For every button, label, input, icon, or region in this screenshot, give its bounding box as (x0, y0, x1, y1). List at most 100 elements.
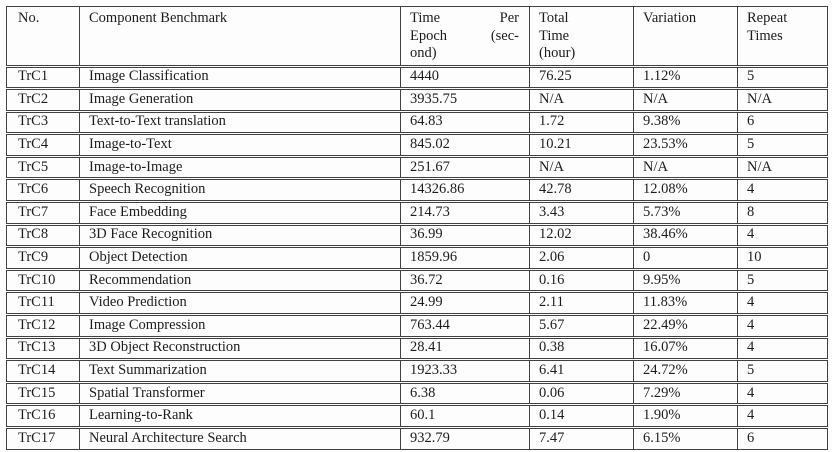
cell-variation: 9.95% (633, 269, 737, 292)
cell-variation: 6.15% (633, 428, 737, 450)
cell-variation: 1.90% (633, 405, 737, 427)
cell-no: TrC10 (6, 269, 79, 292)
cell-time-per-epoch: 251.67 (400, 156, 529, 179)
cell-no: TrC14 (6, 360, 79, 382)
cell-no: TrC7 (6, 202, 79, 224)
cell-repeat-times: N/A (737, 156, 828, 179)
cell-repeat-times: 5 (737, 134, 828, 156)
column-header-variation: Variation (633, 6, 737, 66)
cell-variation: 5.73% (633, 202, 737, 224)
cell-no: TrC9 (6, 247, 79, 269)
cell-no: TrC1 (6, 66, 79, 89)
cell-component: Face Embedding (79, 202, 400, 224)
cell-component: Image Compression (79, 315, 400, 337)
cell-variation: 0 (633, 247, 737, 269)
cell-repeat-times: 4 (737, 224, 828, 247)
cell-no: TrC17 (6, 428, 79, 450)
cell-variation: 9.38% (633, 111, 737, 134)
cell-time-per-epoch: 845.02 (400, 134, 529, 156)
cell-time-per-epoch: 64.83 (400, 111, 529, 134)
cell-total-time: 1.72 (529, 111, 633, 134)
cell-component: Neural Architecture Search (79, 428, 400, 450)
table-row: TrC10 Recommendation 36.72 0.16 9.95% 5 (6, 269, 828, 292)
table-row: TrC2 Image Generation 3935.75 N/A N/A N/A (6, 89, 828, 111)
table-body: TrC1 Image Classification 4440 76.25 1.12% 5 T… (6, 66, 828, 450)
table-row: TrC16 Learning-to-Rank 60.1 0.14 1.90% 4 (6, 405, 828, 427)
cell-repeat-times: 6 (737, 111, 828, 134)
column-header-component: Component Benchmark (79, 6, 400, 66)
cell-time-per-epoch: 24.99 (400, 292, 529, 315)
cell-total-time: 3.43 (529, 202, 633, 224)
cell-component: 3D Object Reconstruction (79, 337, 400, 360)
table-row: TrC5 Image-to-Image 251.67 N/A N/A N/A (6, 156, 828, 179)
cell-total-time: 0.06 (529, 382, 633, 405)
cell-repeat-times: 8 (737, 202, 828, 224)
cell-variation: 12.08% (633, 179, 737, 202)
table-row: TrC6 Speech Recognition 14326.86 42.78 12.08… (6, 179, 828, 202)
cell-variation: 23.53% (633, 134, 737, 156)
cell-total-time: 12.02 (529, 224, 633, 247)
cell-variation: 38.46% (633, 224, 737, 247)
cell-variation: 11.83% (633, 292, 737, 315)
column-header-repeat-times: Repeat Times (737, 6, 828, 66)
cell-repeat-times: 4 (737, 179, 828, 202)
cell-time-per-epoch: 60.1 (400, 405, 529, 427)
cell-component: Image Classification (79, 66, 400, 89)
cell-total-time: 10.21 (529, 134, 633, 156)
cell-repeat-times: 6 (737, 428, 828, 450)
cell-total-time: 0.38 (529, 337, 633, 360)
cell-component: Image Generation (79, 89, 400, 111)
cell-variation: 22.49% (633, 315, 737, 337)
cell-repeat-times: 10 (737, 247, 828, 269)
cell-time-per-epoch: 1923.33 (400, 360, 529, 382)
cell-no: TrC12 (6, 315, 79, 337)
cell-component: Learning-to-Rank (79, 405, 400, 427)
cell-time-per-epoch: 1859.96 (400, 247, 529, 269)
table-row: TrC13 3D Object Reconstruction 28.41 0.38 16… (6, 337, 828, 360)
cell-no: TrC16 (6, 405, 79, 427)
cell-total-time: N/A (529, 89, 633, 111)
table-row: TrC4 Image-to-Text 845.02 10.21 23.53% 5 (6, 134, 828, 156)
cell-variation: 24.72% (633, 360, 737, 382)
cell-total-time: 6.41 (529, 360, 633, 382)
benchmark-table: No. Component Benchmark Time Per Epoch (sec-o… (6, 5, 828, 451)
cell-variation: N/A (633, 156, 737, 179)
cell-repeat-times: 4 (737, 315, 828, 337)
table-row: TrC14 Text Summarization 1923.33 6.41 24.72%… (6, 360, 828, 382)
cell-total-time: 0.14 (529, 405, 633, 427)
cell-component: Spatial Transformer (79, 382, 400, 405)
cell-no: TrC6 (6, 179, 79, 202)
cell-component: Object Detection (79, 247, 400, 269)
cell-component: 3D Face Recognition (79, 224, 400, 247)
cell-total-time: 5.67 (529, 315, 633, 337)
column-header-total-time: Total Time (hour) (529, 6, 633, 66)
cell-variation: 1.12% (633, 66, 737, 89)
cell-component: Image-to-Text (79, 134, 400, 156)
cell-no: TrC13 (6, 337, 79, 360)
cell-variation: 7.29% (633, 382, 737, 405)
cell-no: TrC5 (6, 156, 79, 179)
cell-repeat-times: 4 (737, 405, 828, 427)
cell-no: TrC4 (6, 134, 79, 156)
cell-time-per-epoch: 14326.86 (400, 179, 529, 202)
cell-variation: 16.07% (633, 337, 737, 360)
cell-time-per-epoch: 36.72 (400, 269, 529, 292)
cell-repeat-times: 5 (737, 360, 828, 382)
column-header-no: No. (6, 6, 79, 66)
table-row: TrC17 Neural Architecture Search 932.79 7.4… (6, 428, 828, 450)
cell-component: Text Summarization (79, 360, 400, 382)
cell-component: Text-to-Text translation (79, 111, 400, 134)
cell-no: TrC3 (6, 111, 79, 134)
table-row: TrC11 Video Prediction 24.99 2.11 11.83% 4 (6, 292, 828, 315)
column-header-time-per-epoch: Time Per Epoch (sec-ond) (400, 6, 529, 66)
table-row: TrC3 Text-to-Text translation 64.83 1.72 9.3… (6, 111, 828, 134)
cell-component: Video Prediction (79, 292, 400, 315)
cell-no: TrC8 (6, 224, 79, 247)
cell-repeat-times: 4 (737, 337, 828, 360)
table-row: TrC1 Image Classification 4440 76.25 1.12% 5 (6, 66, 828, 89)
cell-time-per-epoch: 763.44 (400, 315, 529, 337)
cell-time-per-epoch: 36.99 (400, 224, 529, 247)
table-row: TrC8 3D Face Recognition 36.99 12.02 38.46% 4 (6, 224, 828, 247)
cell-time-per-epoch: 4440 (400, 66, 529, 89)
cell-repeat-times: N/A (737, 89, 828, 111)
